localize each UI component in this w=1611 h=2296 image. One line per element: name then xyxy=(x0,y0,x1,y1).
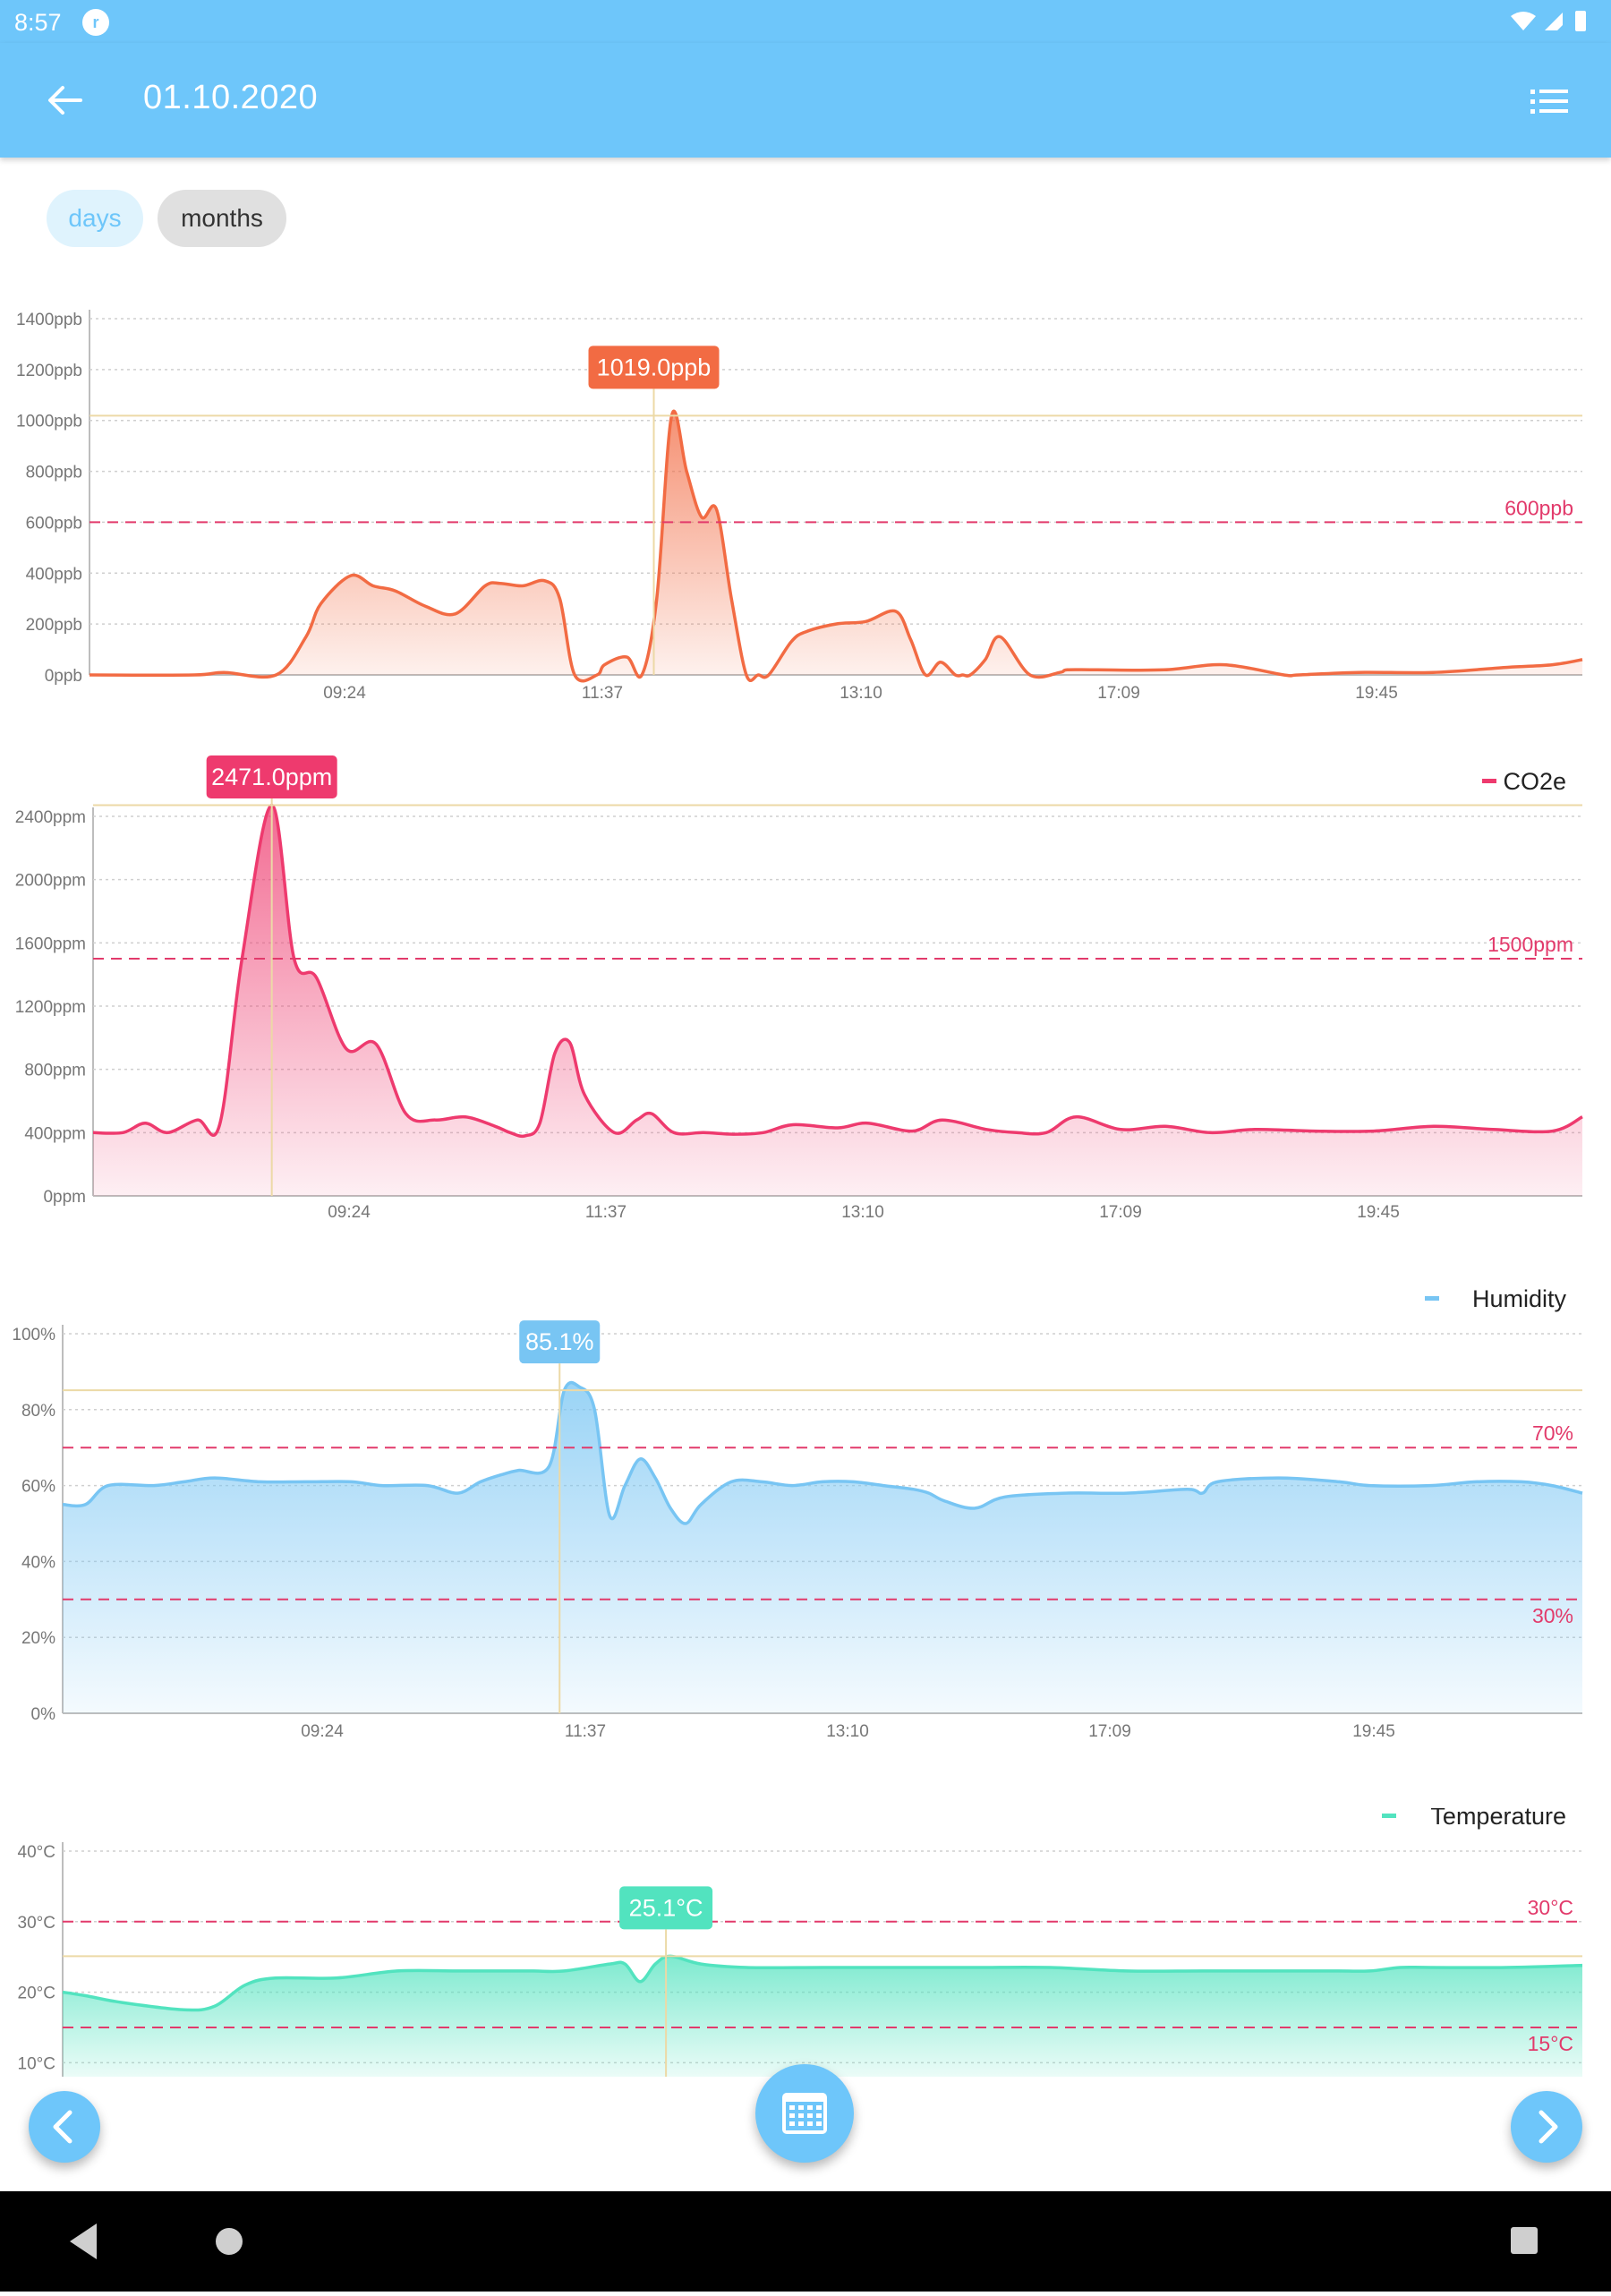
y-tick-label: 0% xyxy=(31,1705,56,1724)
calendar-icon xyxy=(782,2093,827,2134)
x-tick-label: 19:45 xyxy=(1357,1203,1400,1222)
co2e-chart: 0ppm 400ppm 800ppm 1200ppm 1600ppm 2000ppm 240… xyxy=(15,755,1583,1222)
x-tick-label: 13:10 xyxy=(826,1722,869,1741)
series-area xyxy=(63,1382,1582,1713)
legend-label: Humidity xyxy=(1472,1285,1567,1312)
y-tick-label: 400ppm xyxy=(24,1124,86,1143)
humidity-chart: 0% 20% 40% 60% 80% 100% 70% 30% 85.1% Humidity 09:… xyxy=(12,1285,1583,1741)
y-tick-label: 1200ppb xyxy=(16,362,82,380)
marker-value-label: 2471.0ppm xyxy=(211,764,332,790)
app-bar: 01.10.2020 xyxy=(0,43,1611,158)
x-tick-label: 17:09 xyxy=(1099,1203,1142,1222)
threshold-label: 30°C xyxy=(1528,1896,1573,1919)
threshold-label: 1500ppm xyxy=(1487,933,1573,956)
y-tick-label: 800ppm xyxy=(24,1062,86,1080)
y-tick-label: 100% xyxy=(12,1326,55,1344)
y-tick-label: 0ppm xyxy=(43,1188,86,1207)
status-bar: 8:57 r xyxy=(0,0,1611,43)
y-tick-label: 1000ppb xyxy=(16,413,82,431)
y-tick-label: 400ppb xyxy=(26,565,82,584)
calendar-button[interactable] xyxy=(755,2064,854,2163)
wifi-icon xyxy=(1511,12,1536,30)
x-tick-label: 13:10 xyxy=(840,684,882,703)
chevron-left-icon xyxy=(53,2110,72,2144)
nav-recents-icon[interactable] xyxy=(1511,2227,1538,2254)
tab-days[interactable]: days xyxy=(47,190,143,247)
x-tick-label: 11:37 xyxy=(585,1203,626,1222)
marker-badge xyxy=(206,755,337,798)
tab-months[interactable]: months xyxy=(158,190,286,247)
y-tick-label: 800ppb xyxy=(26,464,82,482)
back-arrow-icon[interactable] xyxy=(41,77,88,124)
signal-icon xyxy=(1545,13,1563,30)
series-area xyxy=(63,1956,1582,2077)
no2-chart: 0ppb 200ppb 400ppb 600ppb 800ppb 1000ppb 1200p… xyxy=(16,310,1583,703)
legend-label: CO2e xyxy=(1503,768,1566,795)
y-tick-label: 80% xyxy=(21,1402,55,1421)
previous-day-button[interactable] xyxy=(29,2091,100,2163)
x-tick-label: 19:45 xyxy=(1352,1722,1395,1741)
y-tick-label: 600ppb xyxy=(26,514,82,533)
system-nav-bar xyxy=(0,2191,1611,2292)
status-time: 8:57 xyxy=(14,9,62,36)
threshold-label: 70% xyxy=(1532,1421,1573,1445)
threshold-label: 30% xyxy=(1532,1604,1573,1627)
legend-label: Temperature xyxy=(1430,1808,1566,1830)
next-day-button[interactable] xyxy=(1511,2091,1582,2163)
y-tick-label: 2400ppm xyxy=(15,808,86,827)
y-tick-label: 200ppb xyxy=(26,616,82,635)
x-tick-label: 19:45 xyxy=(1355,684,1398,703)
battery-icon xyxy=(1575,11,1586,31)
y-tick-label: 20% xyxy=(21,1629,55,1648)
list-menu-icon[interactable] xyxy=(1527,81,1572,122)
y-tick-label: 2000ppm xyxy=(15,872,86,891)
y-tick-label: 20°C xyxy=(18,1984,55,2003)
y-tick-label: 1400ppb xyxy=(16,311,82,329)
chevron-right-icon xyxy=(1539,2110,1558,2144)
legend-swatch xyxy=(1482,779,1496,783)
legend-swatch xyxy=(1382,1814,1396,1818)
series-area xyxy=(93,805,1582,1196)
temperature-chart: 10°C 20°C 30°C 40°C 30°C 15°C 25.1°C Temperatur… xyxy=(18,1808,1583,2077)
x-tick-label: 13:10 xyxy=(841,1203,884,1222)
y-tick-label: 1600ppm xyxy=(15,935,86,953)
y-tick-label: 60% xyxy=(21,1478,55,1497)
app-notification-icon: r xyxy=(82,9,109,36)
series-area xyxy=(90,411,1582,681)
marker-value-label: 85.1% xyxy=(525,1328,594,1355)
marker-badge xyxy=(588,346,720,389)
page-title: 01.10.2020 xyxy=(143,79,319,116)
y-tick-label: 40% xyxy=(21,1553,55,1572)
y-tick-label: 30°C xyxy=(18,1914,55,1933)
x-tick-label: 11:37 xyxy=(582,684,623,703)
x-tick-label: 09:24 xyxy=(328,1203,371,1222)
marker-badge xyxy=(519,1320,601,1364)
y-tick-label: 40°C xyxy=(18,1843,55,1862)
marker-badge xyxy=(619,1886,713,1930)
y-tick-label: 0ppb xyxy=(45,667,82,686)
y-tick-label: 1200ppm xyxy=(15,998,86,1017)
marker-value-label: 1019.0ppb xyxy=(597,354,712,380)
y-tick-label: 10°C xyxy=(18,2054,55,2073)
x-tick-label: 17:09 xyxy=(1088,1722,1131,1741)
nav-back-icon[interactable] xyxy=(70,2223,97,2259)
x-tick-label: 09:24 xyxy=(301,1722,344,1741)
series-line xyxy=(89,409,1583,683)
system-status-icons xyxy=(1511,11,1586,31)
x-tick-label: 17:09 xyxy=(1097,684,1140,703)
series-line xyxy=(62,1380,1583,1525)
legend-swatch xyxy=(1425,1296,1439,1301)
marker-value-label: 25.1°C xyxy=(629,1894,703,1921)
x-tick-label: 11:37 xyxy=(565,1722,606,1741)
system-nav-icons xyxy=(70,2223,1538,2259)
x-tick-label: 09:24 xyxy=(323,684,366,703)
threshold-label: 600ppb xyxy=(1504,496,1573,519)
nav-home-icon[interactable] xyxy=(216,2228,243,2255)
threshold-label: 15°C xyxy=(1528,2032,1573,2055)
